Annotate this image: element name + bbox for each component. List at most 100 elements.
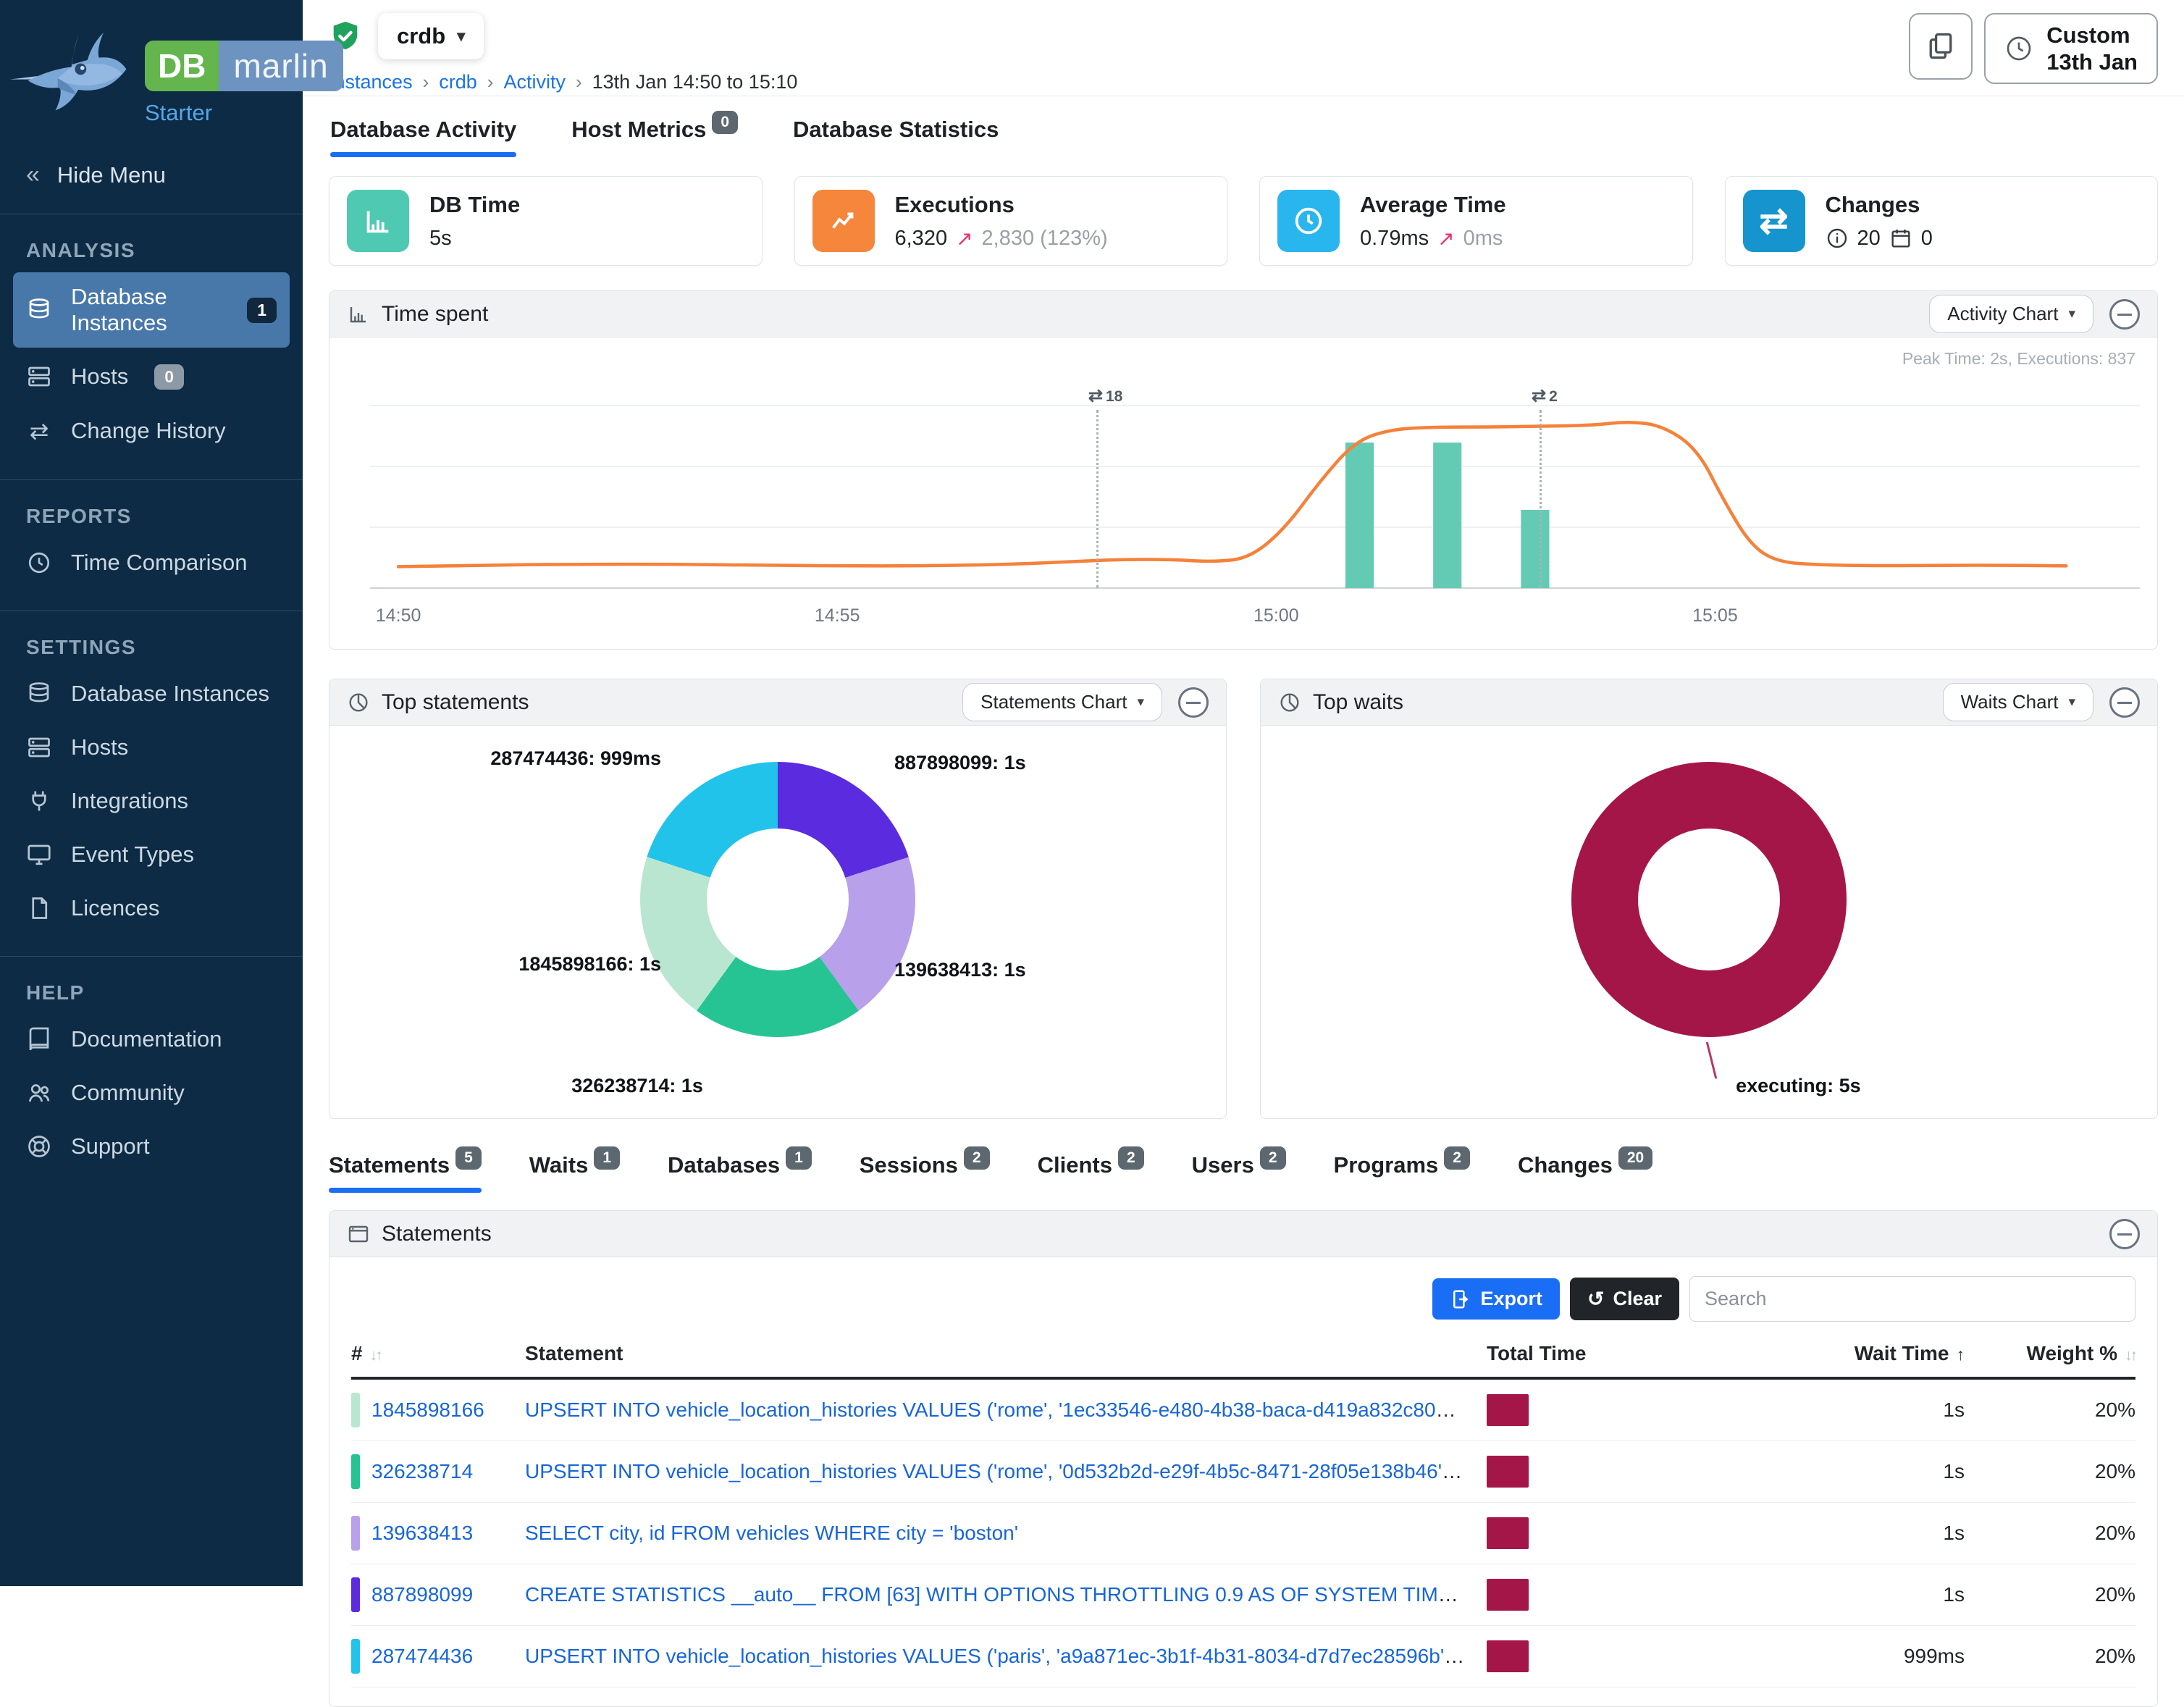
tab-database-statistics[interactable]: Database Statistics <box>793 117 999 157</box>
sidebar-item-database-instances-settings[interactable]: Database Instances <box>13 669 290 718</box>
donut-label: 287474436: 999ms <box>490 747 662 769</box>
hide-menu-button[interactable]: « Hide Menu <box>0 135 303 214</box>
window-table-icon <box>348 1225 369 1242</box>
waits-donut[interactable] <box>1571 762 1847 1037</box>
instance-selector-button[interactable]: crdb ▾ <box>378 13 484 59</box>
sidebar-section-help: HELP Documentation Community Support <box>0 957 303 1194</box>
statement-id-link[interactable]: 1845898166 <box>371 1398 484 1421</box>
tab-users[interactable]: Users 2 <box>1192 1146 1286 1193</box>
col-header-weight[interactable]: Weight % ↓↑ <box>2026 1342 2138 1364</box>
book-icon <box>29 1027 49 1051</box>
count-badge: 1 <box>247 297 277 323</box>
detail-tabs: Statements 5 Waits 1 Databases 1 Sessions 2 … <box>329 1146 2158 1193</box>
sidebar-item-integrations[interactable]: Integrations <box>13 776 290 826</box>
table-row: 326238714 UPSERT INTO vehicle_location_h… <box>351 1441 2135 1503</box>
panel-title: Top statements <box>347 690 529 715</box>
total-time-bar <box>1487 1456 1529 1488</box>
sort-icon: ↓↑ <box>2125 1347 2138 1364</box>
change-count: 18 <box>1105 388 1123 405</box>
sidebar-item-community[interactable]: Community <box>13 1068 290 1117</box>
sidebar-item-label: Integrations <box>71 788 188 813</box>
panel-title: Time spent <box>347 302 488 327</box>
breadcrumb-crdb-link[interactable]: crdb <box>439 71 477 93</box>
sidebar-item-hosts[interactable]: Hosts 0 <box>13 352 290 401</box>
col-header-statement[interactable]: Statement <box>525 1342 623 1364</box>
breadcrumb-current: 13th Jan 14:50 to 15:10 <box>592 71 798 93</box>
sidebar-item-label: Hosts <box>71 364 129 389</box>
plug-icon <box>32 791 46 811</box>
tab-clients[interactable]: Clients 2 <box>1038 1146 1144 1193</box>
top-statements-header: Top statements Statements Chart ▾ <box>329 679 1226 726</box>
kpi-average-time: Average Time 0.79ms ↗ 0ms <box>1259 176 1693 266</box>
sidebar-item-change-history[interactable]: ⇄ Change History <box>13 406 290 456</box>
tab-label: Host Metrics <box>571 117 707 142</box>
activity-chart-selector[interactable]: Activity Chart ▾ <box>1929 295 2093 333</box>
bar-chart-icon <box>350 306 366 322</box>
undo-icon: ↺ <box>1587 1288 1605 1310</box>
clear-button[interactable]: ↺ Clear <box>1569 1278 1679 1320</box>
tab-host-metrics[interactable]: Host Metrics 0 <box>571 111 739 157</box>
activity-chart-body: Peak Time: 2s, Executions: 837 ⇄ 18 ⇄ 2 <box>329 337 2157 649</box>
statement-link[interactable]: SELECT city, id FROM vehicles WHERE city… <box>525 1522 1019 1544</box>
collapse-panel-button[interactable] <box>2109 687 2140 718</box>
server-icon <box>28 366 50 387</box>
kpi-label: Executions <box>894 191 1015 217</box>
tab-statements[interactable]: Statements 5 <box>329 1146 482 1193</box>
export-button[interactable]: Export <box>1432 1278 1560 1320</box>
breadcrumb-activity-link[interactable]: Activity <box>503 71 566 93</box>
statement-id-link[interactable]: 287474436 <box>371 1645 474 1667</box>
panel-title-text: Top waits <box>1313 689 1404 714</box>
collapse-panel-button[interactable] <box>1178 687 1209 718</box>
change-marker[interactable]: ⇄ 18 <box>1088 386 1122 588</box>
weight-value: 20% <box>2094 1398 2135 1421</box>
sort-asc-icon: ↑ <box>1956 1345 1965 1364</box>
sidebar-item-database-instances[interactable]: Database Instances 1 <box>13 272 290 348</box>
count-badge: 1 <box>594 1146 621 1170</box>
tab-waits[interactable]: Waits 1 <box>529 1146 621 1193</box>
waits-chart-selector[interactable]: Waits Chart ▾ <box>1942 683 2093 721</box>
tab-database-activity[interactable]: Database Activity <box>330 117 517 157</box>
statement-link[interactable]: CREATE STATISTICS __auto__ FROM [63] WIT… <box>525 1583 1487 1606</box>
sidebar-item-time-comparison[interactable]: Time Comparison <box>13 538 290 587</box>
top-waits-panel: Top waits Waits Chart ▾ executing: 5s <box>1260 679 2158 1119</box>
sidebar-item-hosts-settings[interactable]: Hosts <box>13 723 290 772</box>
x-tick: 15:00 <box>1253 605 1299 626</box>
tab-databases[interactable]: Databases 1 <box>668 1146 812 1193</box>
panel-title: Statements <box>347 1222 492 1246</box>
sidebar-item-label: Support <box>71 1133 150 1159</box>
col-header-total-time[interactable]: Total Time <box>1487 1342 1587 1364</box>
kpi-changes: ⇄ Changes 20 0 <box>1724 176 2158 266</box>
x-tick: 15:05 <box>1692 605 1738 626</box>
kpi-value: 5s <box>429 226 452 250</box>
statement-id-link[interactable]: 887898099 <box>371 1583 474 1606</box>
time-range-button[interactable]: Custom 13th Jan <box>1984 13 2158 85</box>
statement-link[interactable]: UPSERT INTO vehicle_location_histories V… <box>525 1398 1487 1421</box>
sidebar-item-licences[interactable]: Licences <box>13 884 290 933</box>
sidebar-item-event-types[interactable]: Event Types <box>13 830 290 879</box>
copy-icon <box>1929 33 1952 59</box>
change-marker[interactable]: ⇄ 2 <box>1532 386 1558 588</box>
statement-id-link[interactable]: 139638413 <box>371 1522 474 1544</box>
sidebar-item-documentation[interactable]: Documentation <box>13 1015 290 1064</box>
statements-chart-selector[interactable]: Statements Chart ▾ <box>962 683 1162 721</box>
col-header-wait-time[interactable]: Wait Time ↑ <box>1854 1342 1965 1364</box>
statement-link[interactable]: UPSERT INTO vehicle_location_histories V… <box>525 1645 1487 1667</box>
sidebar-item-label: Change History <box>71 418 226 443</box>
statement-id-link[interactable]: 326238714 <box>371 1460 474 1482</box>
sidebar-item-support[interactable]: Support <box>13 1122 290 1171</box>
tab-programs[interactable]: Programs 2 <box>1334 1146 1470 1193</box>
copy-link-button[interactable] <box>1909 13 1973 80</box>
tab-changes[interactable]: Changes 20 <box>1518 1146 1653 1193</box>
sidebar-item-label: Licences <box>71 895 160 920</box>
collapse-panel-button[interactable] <box>2109 1218 2140 1249</box>
col-header-id[interactable]: # ↓↑ <box>351 1342 383 1364</box>
section-title: REPORTS <box>26 505 132 527</box>
tab-sessions[interactable]: Sessions 2 <box>860 1146 990 1193</box>
search-input[interactable] <box>1689 1276 2135 1322</box>
statement-link[interactable]: UPSERT INTO vehicle_location_histories V… <box>525 1460 1487 1482</box>
collapse-panel-button[interactable] <box>2109 298 2140 330</box>
statements-donut[interactable] <box>640 762 915 1037</box>
double-chevron-left-icon: « <box>26 161 40 188</box>
wait-time-value: 1s <box>1943 1522 1965 1544</box>
kpi-executions: Executions 6,320 ↗ 2,830 (123%) <box>794 176 1227 266</box>
